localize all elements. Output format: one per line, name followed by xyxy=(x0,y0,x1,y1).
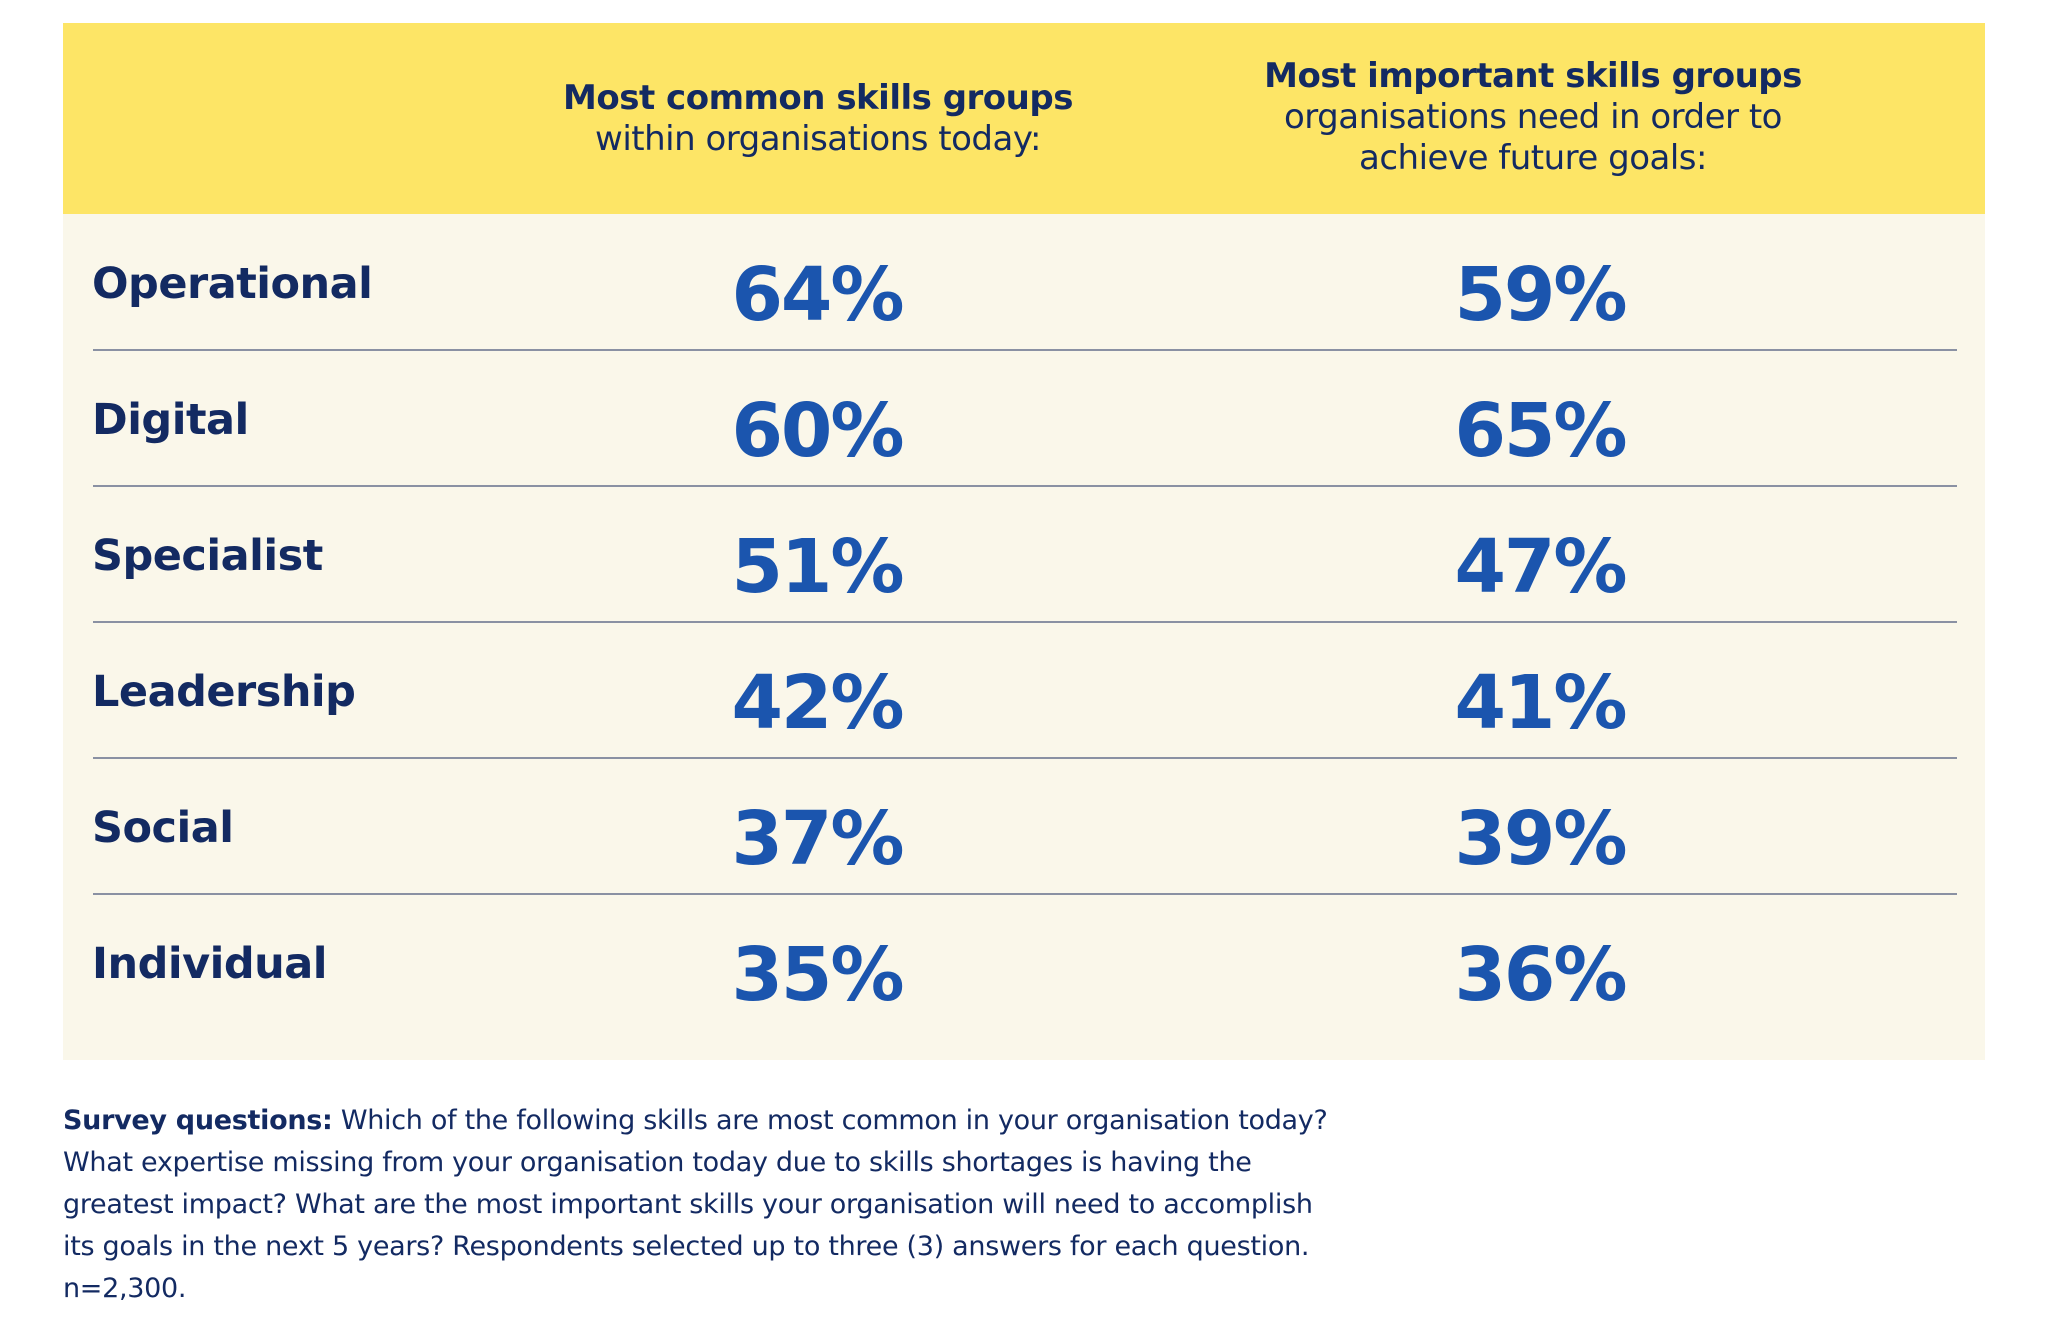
table-row: Specialist 51% 47% xyxy=(63,486,1985,623)
survey-footnote: Survey questions: Which of the following… xyxy=(63,1100,1343,1310)
column-header-important-skills: Most important skills groups organisatio… xyxy=(1258,56,1808,179)
row-label: Individual xyxy=(92,939,328,989)
value-important-skills: 41% xyxy=(1454,660,1627,746)
table-row: Individual 35% 36% xyxy=(63,894,1985,1030)
value-common-skills: 35% xyxy=(731,932,904,1018)
row-divider xyxy=(93,349,1957,351)
value-important-skills: 47% xyxy=(1454,524,1627,610)
value-important-skills: 39% xyxy=(1454,796,1627,882)
row-divider xyxy=(93,621,1957,623)
row-label: Social xyxy=(92,803,234,853)
row-label: Digital xyxy=(92,395,249,445)
footnote-lead: Survey questions: xyxy=(63,1105,333,1136)
value-important-skills: 36% xyxy=(1454,932,1627,1018)
column-header-important-rest-line2: achieve future goals: xyxy=(1359,138,1707,178)
table-row: Operational 64% 59% xyxy=(63,214,1985,351)
column-header-common-bold: Most common skills groups xyxy=(563,78,1073,118)
column-header-important-bold: Most important skills groups xyxy=(1264,56,1802,96)
skills-table: Most common skills groups within organis… xyxy=(63,23,1985,1060)
value-important-skills: 59% xyxy=(1454,252,1627,338)
row-label: Operational xyxy=(92,259,373,309)
value-important-skills: 65% xyxy=(1454,388,1627,474)
row-label: Leadership xyxy=(92,667,356,717)
column-header-important-rest-line1: organisations need in order to xyxy=(1284,97,1782,137)
value-common-skills: 37% xyxy=(731,796,904,882)
table-row: Digital 60% 65% xyxy=(63,350,1985,487)
row-divider xyxy=(93,893,1957,895)
row-divider xyxy=(93,757,1957,759)
value-common-skills: 51% xyxy=(731,524,904,610)
value-common-skills: 42% xyxy=(731,660,904,746)
table-row: Leadership 42% 41% xyxy=(63,622,1985,759)
footnote-text: Which of the following skills are most c… xyxy=(63,1105,1328,1304)
value-common-skills: 60% xyxy=(731,388,904,474)
column-header-common-skills: Most common skills groups within organis… xyxy=(533,78,1103,160)
table-header: Most common skills groups within organis… xyxy=(63,23,1985,214)
column-header-common-rest: within organisations today: xyxy=(595,119,1041,159)
value-common-skills: 64% xyxy=(731,252,904,338)
table-row: Social 37% 39% xyxy=(63,758,1985,895)
row-divider xyxy=(93,485,1957,487)
row-label: Specialist xyxy=(92,531,323,581)
